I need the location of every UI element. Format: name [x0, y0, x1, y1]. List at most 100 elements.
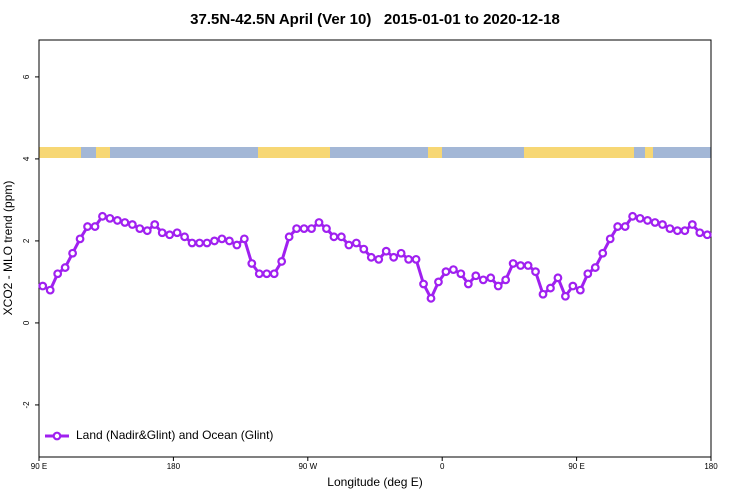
legend-label: Land (Nadir&Glint) and Ocean (Glint) [76, 428, 273, 442]
data-point [575, 285, 585, 295]
data-point [120, 218, 130, 227]
data-point [60, 263, 70, 272]
data-point [374, 254, 384, 264]
data-point [322, 224, 331, 234]
data-point [232, 240, 242, 250]
data-point [441, 267, 451, 277]
data-point [224, 236, 234, 246]
data-point [269, 269, 279, 279]
data-point [68, 248, 77, 258]
data-point [210, 236, 219, 246]
data-point [292, 224, 302, 234]
x-tick-label: 0 [440, 462, 445, 471]
data-point [112, 216, 122, 225]
y-tick-label: 4 [22, 156, 31, 161]
data-point [516, 261, 525, 270]
data-point [583, 269, 593, 279]
data-point [613, 222, 623, 231]
data-point [299, 224, 309, 234]
y-tick-label: 6 [22, 74, 31, 79]
data-point [695, 228, 705, 238]
data-point [307, 224, 316, 234]
data-point [351, 238, 361, 248]
data-point [396, 248, 406, 258]
data-point [658, 220, 667, 229]
data-point [568, 281, 578, 291]
data-point [127, 220, 137, 229]
x-axis-label: Longitude (deg E) [327, 475, 422, 489]
y-tick-label: -2 [22, 401, 31, 409]
data-point [105, 213, 115, 223]
data-point [538, 289, 548, 299]
x-tick-label: 90 E [568, 462, 584, 471]
data-point [53, 269, 63, 279]
data-point [673, 226, 682, 236]
data-point [217, 234, 227, 244]
data-point [314, 218, 324, 227]
data-point [381, 246, 391, 256]
data-point [605, 234, 615, 244]
data-point [202, 238, 212, 248]
data-point [389, 252, 399, 262]
y-tick-label: 2 [22, 238, 31, 243]
data-point [180, 232, 190, 242]
data-point [359, 244, 369, 254]
data-point [687, 220, 697, 229]
data-point [165, 230, 175, 240]
x-tick-label: 90 W [298, 462, 317, 471]
data-point [426, 293, 436, 303]
data-point [247, 259, 257, 268]
data-point [434, 277, 443, 287]
data-point [702, 230, 712, 240]
data-point [187, 238, 197, 248]
data-point [150, 220, 160, 229]
y-tick-label: 0 [22, 320, 31, 325]
data-point [262, 269, 272, 279]
data-point [98, 211, 107, 221]
data-point [531, 267, 540, 277]
map-strip [39, 147, 711, 158]
legend-marker [52, 431, 62, 441]
data-point [45, 285, 55, 295]
data-point [493, 281, 503, 291]
data-point [239, 234, 249, 244]
data-point [471, 271, 481, 281]
data-point [508, 259, 518, 268]
data-point [142, 226, 152, 236]
data-point [411, 254, 421, 264]
data-point [337, 232, 346, 242]
data-point [329, 232, 339, 242]
data-point [463, 279, 473, 289]
data-point [680, 226, 690, 236]
data-point [620, 222, 630, 231]
data-point [38, 281, 48, 291]
plot-frame [38, 39, 712, 458]
x-tick-label: 180 [167, 462, 181, 471]
data-point [90, 222, 100, 231]
data-point [598, 248, 608, 258]
data-point [277, 257, 287, 266]
data-point [665, 224, 675, 234]
data-point [75, 234, 85, 244]
y-axis-label: XCO2 - MLO trend (ppm) [1, 181, 15, 316]
data-point [628, 211, 637, 221]
data-point [284, 232, 294, 242]
data-point [449, 265, 458, 275]
data-point [501, 275, 511, 285]
data-point [83, 222, 92, 231]
data-point [561, 291, 570, 301]
data-point [553, 273, 563, 283]
data-point [366, 252, 376, 262]
data-point [404, 254, 414, 264]
data-point [523, 261, 533, 270]
data-point [157, 228, 167, 238]
x-tick-label: 90 E [31, 462, 47, 471]
data-point [172, 228, 182, 238]
x-tick-label: 180 [704, 462, 718, 471]
data-point [478, 275, 488, 285]
data-point [135, 224, 145, 234]
data-point [456, 269, 466, 279]
data-point [635, 213, 645, 223]
data-point [546, 283, 555, 293]
